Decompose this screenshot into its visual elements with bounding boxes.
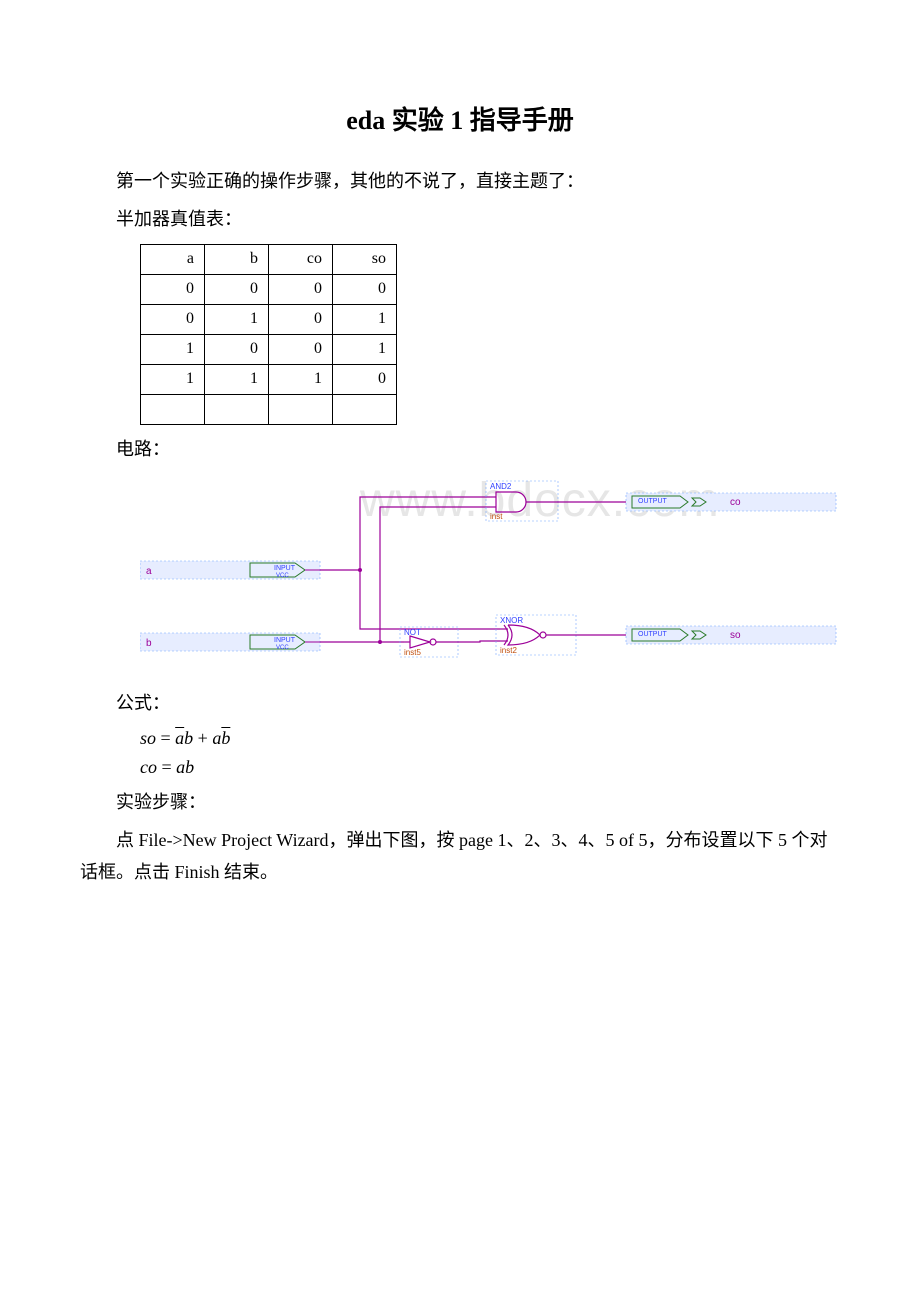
xnor-gate-icon xyxy=(500,625,570,645)
table-cell: 1 xyxy=(141,364,205,394)
table-cell xyxy=(141,394,205,424)
table-cell: 0 xyxy=(269,274,333,304)
table-cell: 0 xyxy=(141,304,205,334)
not-inst: inst5 xyxy=(404,648,421,657)
input-a-type: INPUT xyxy=(274,565,296,572)
circuit-svg: a INPUT VCC b INPUT VCC xyxy=(140,479,860,679)
table-cell: 1 xyxy=(269,364,333,394)
formula-label: 公式： xyxy=(80,687,840,719)
table-row: 0 1 0 1 xyxy=(141,304,397,334)
table-cell: 0 xyxy=(205,334,269,364)
steps-paragraph: 点 File->New Project Wizard，弹出下图，按 page 1… xyxy=(80,824,840,889)
table-cell: so xyxy=(333,244,397,274)
wire-not-xnor xyxy=(458,641,500,642)
table-cell: 0 xyxy=(269,304,333,334)
table-cell: a xyxy=(141,244,205,274)
table-row: 1 1 1 0 xyxy=(141,364,397,394)
formula-so: so = ab + ab xyxy=(140,728,840,749)
truth-table-label: 半加器真值表： xyxy=(80,203,840,235)
wire-b-and xyxy=(320,507,490,642)
input-b-vcc: VCC xyxy=(276,645,289,651)
page-title: eda 实验 1 指导手册 xyxy=(80,100,840,137)
steps-label: 实验步骤： xyxy=(80,786,840,818)
and-type: AND2 xyxy=(490,482,512,491)
node-b xyxy=(378,640,382,644)
and-gate-icon xyxy=(490,492,550,512)
xnor-inst: inst2 xyxy=(500,646,517,655)
table-cell xyxy=(333,394,397,424)
table-cell: co xyxy=(269,244,333,274)
table-cell: 0 xyxy=(141,274,205,304)
table-cell: 1 xyxy=(141,334,205,364)
circuit-label: 电路： xyxy=(80,433,840,465)
and-inst: inst xyxy=(490,512,503,521)
intro-paragraph: 第一个实验正确的操作步骤，其他的不说了，直接主题了： xyxy=(80,165,840,197)
output-so-type: OUTPUT xyxy=(638,631,668,638)
table-cell: 0 xyxy=(269,334,333,364)
table-cell: 1 xyxy=(333,304,397,334)
input-a-vcc: VCC xyxy=(276,573,289,579)
circuit-diagram: www.bdocx.com a INPUT VCC b INPUT VCC xyxy=(140,479,860,679)
not-gate-icon xyxy=(404,636,458,648)
wire-a-and xyxy=(320,497,490,570)
table-cell xyxy=(205,394,269,424)
table-cell: 0 xyxy=(333,274,397,304)
not-type: NOT xyxy=(404,628,421,637)
table-row: a b co so xyxy=(141,244,397,274)
table-cell: 1 xyxy=(333,334,397,364)
node-a xyxy=(358,568,362,572)
table-cell: 0 xyxy=(333,364,397,394)
table-row: 0 0 0 0 xyxy=(141,274,397,304)
table-cell: 1 xyxy=(205,364,269,394)
xnor-type: XNOR xyxy=(500,616,523,625)
output-so-name: so xyxy=(730,630,741,641)
formula-co: co = ab xyxy=(140,757,840,778)
table-cell xyxy=(269,394,333,424)
table-row: 1 0 0 1 xyxy=(141,334,397,364)
input-a-name: a xyxy=(146,566,152,577)
table-cell: 0 xyxy=(205,274,269,304)
input-b-type: INPUT xyxy=(274,637,296,644)
truth-table: a b co so 0 0 0 0 0 1 0 1 1 0 0 1 1 1 1 … xyxy=(140,244,397,425)
output-co-type: OUTPUT xyxy=(638,498,668,505)
wire-a-xnor xyxy=(360,570,500,629)
table-row xyxy=(141,394,397,424)
output-co-name: co xyxy=(730,497,741,508)
table-cell: 1 xyxy=(205,304,269,334)
table-cell: b xyxy=(205,244,269,274)
input-b-name: b xyxy=(146,638,152,649)
